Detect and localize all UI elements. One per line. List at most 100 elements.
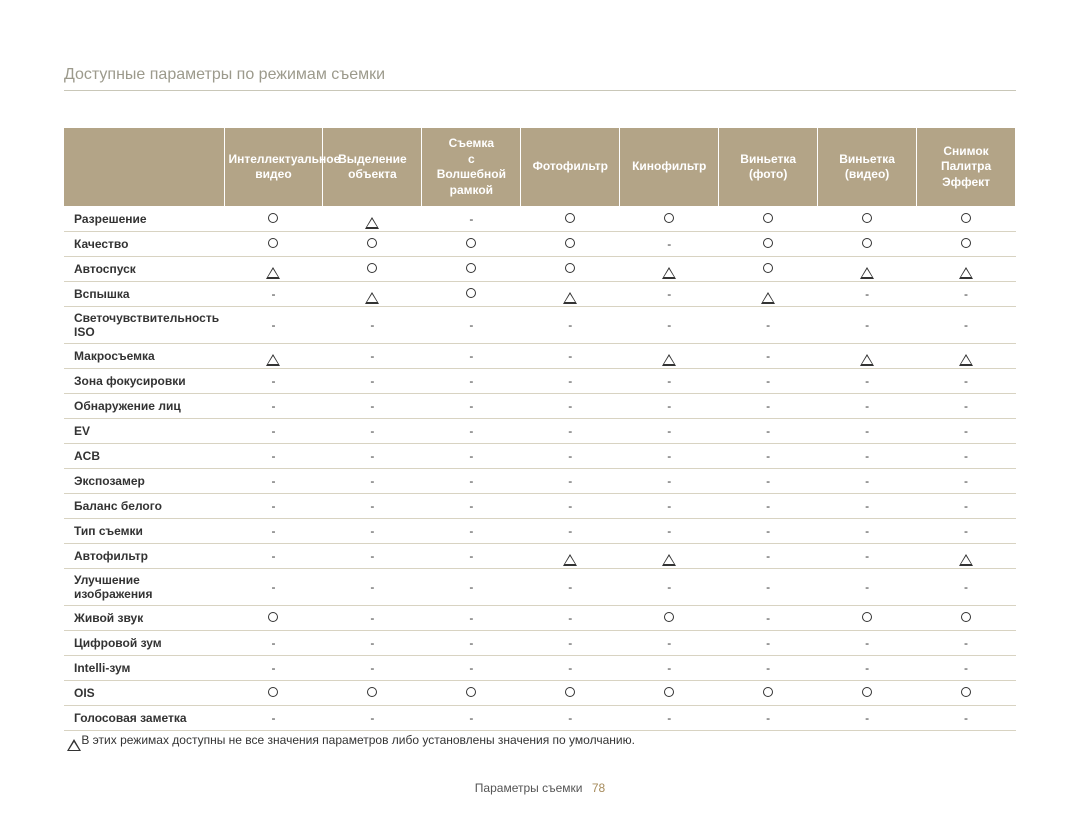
dash-icon: - xyxy=(568,349,572,363)
table-row: Улучшение изображения-------- xyxy=(64,568,1016,605)
dash-icon: - xyxy=(271,318,275,332)
table-cell: - xyxy=(818,630,917,655)
dash-icon: - xyxy=(964,580,968,594)
table-cell: - xyxy=(818,493,917,518)
table-cell: - xyxy=(422,468,521,493)
table-cell: - xyxy=(719,368,818,393)
dash-icon: - xyxy=(469,399,473,413)
table-cell xyxy=(224,605,323,630)
table-cell: - xyxy=(224,443,323,468)
table-row: Вспышка---- xyxy=(64,281,1016,306)
table-row: Intelli-зум-------- xyxy=(64,655,1016,680)
table-cell: - xyxy=(620,630,719,655)
dash-icon: - xyxy=(271,499,275,513)
dash-icon: - xyxy=(964,474,968,488)
table-cell xyxy=(719,206,818,231)
dash-icon: - xyxy=(964,711,968,725)
dash-icon: - xyxy=(271,580,275,594)
table-row: Светочувствительность ISO-------- xyxy=(64,306,1016,343)
dash-icon: - xyxy=(964,636,968,650)
table-cell: - xyxy=(422,343,521,368)
dash-icon: - xyxy=(766,318,770,332)
circle-icon xyxy=(961,612,971,622)
table-cell: - xyxy=(719,393,818,418)
table-cell xyxy=(620,206,719,231)
dash-icon: - xyxy=(667,424,671,438)
circle-icon xyxy=(664,213,674,223)
dash-icon: - xyxy=(370,711,374,725)
dash-icon: - xyxy=(667,237,671,251)
dash-icon: - xyxy=(766,499,770,513)
dash-icon: - xyxy=(568,661,572,675)
table-cell: - xyxy=(521,605,620,630)
dash-icon: - xyxy=(469,711,473,725)
table-cell: - xyxy=(422,368,521,393)
dash-icon: - xyxy=(568,474,572,488)
dash-icon: - xyxy=(370,661,374,675)
table-cell: - xyxy=(521,518,620,543)
dash-icon: - xyxy=(271,374,275,388)
table-cell: - xyxy=(224,705,323,730)
circle-icon xyxy=(862,612,872,622)
col-header: СъемкасВолшебнойрамкой xyxy=(422,128,521,206)
dash-icon: - xyxy=(667,474,671,488)
table-cell: - xyxy=(917,705,1016,730)
dash-icon: - xyxy=(271,636,275,650)
circle-icon xyxy=(268,687,278,697)
table-cell xyxy=(917,680,1016,705)
row-label: OIS xyxy=(64,680,224,705)
table-cell xyxy=(521,281,620,306)
table-cell: - xyxy=(422,705,521,730)
table-cell: - xyxy=(323,443,422,468)
col-header: СнимокПалитраЭффект xyxy=(917,128,1016,206)
table-row: Автоспуск xyxy=(64,256,1016,281)
table-cell: - xyxy=(323,655,422,680)
dash-icon: - xyxy=(766,474,770,488)
table-cell xyxy=(818,605,917,630)
table-cell: - xyxy=(917,443,1016,468)
dash-icon: - xyxy=(370,611,374,625)
row-label: Автоспуск xyxy=(64,256,224,281)
table-cell: - xyxy=(323,418,422,443)
table-cell: - xyxy=(719,543,818,568)
table-row: Макросъемка---- xyxy=(64,343,1016,368)
dash-icon: - xyxy=(766,349,770,363)
col-header: Интеллектуальноевидео xyxy=(224,128,323,206)
table-cell: - xyxy=(323,605,422,630)
table-cell: - xyxy=(422,306,521,343)
table-cell: - xyxy=(818,655,917,680)
row-label: Баланс белого xyxy=(64,493,224,518)
dash-icon: - xyxy=(667,499,671,513)
dash-icon: - xyxy=(964,424,968,438)
dash-icon: - xyxy=(370,474,374,488)
table-cell: - xyxy=(719,468,818,493)
table-cell: - xyxy=(719,705,818,730)
table-cell: - xyxy=(620,368,719,393)
table-cell xyxy=(224,680,323,705)
col-header-rowlabel xyxy=(64,128,224,206)
dash-icon: - xyxy=(667,374,671,388)
table-cell: - xyxy=(917,568,1016,605)
table-row: Цифровой зум-------- xyxy=(64,630,1016,655)
row-label: Разрешение xyxy=(64,206,224,231)
dash-icon: - xyxy=(766,711,770,725)
table-cell: - xyxy=(323,368,422,393)
row-label: Вспышка xyxy=(64,281,224,306)
table-cell: - xyxy=(422,518,521,543)
circle-icon xyxy=(565,238,575,248)
table-cell xyxy=(917,231,1016,256)
table-cell: - xyxy=(818,705,917,730)
table-cell: - xyxy=(719,655,818,680)
table-cell xyxy=(818,256,917,281)
table-cell xyxy=(224,231,323,256)
dash-icon: - xyxy=(370,374,374,388)
table-cell: - xyxy=(620,306,719,343)
table-cell: - xyxy=(719,518,818,543)
table-cell: - xyxy=(719,306,818,343)
table-cell: - xyxy=(521,468,620,493)
dash-icon: - xyxy=(964,661,968,675)
table-cell: - xyxy=(917,518,1016,543)
table-cell xyxy=(620,343,719,368)
circle-icon xyxy=(565,687,575,697)
row-label: Голосовая заметка xyxy=(64,705,224,730)
